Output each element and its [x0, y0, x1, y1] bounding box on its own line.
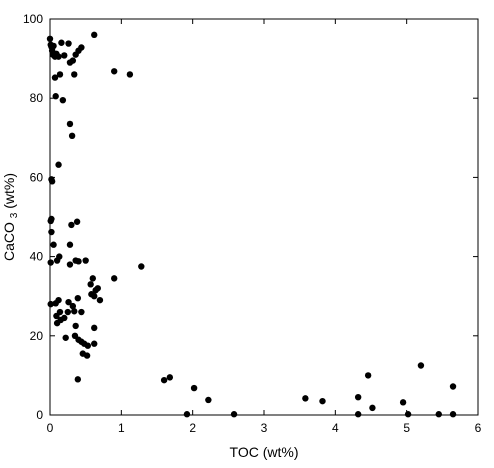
data-point	[78, 44, 85, 51]
data-point	[75, 258, 82, 265]
data-point	[230, 411, 238, 418]
data-point	[319, 397, 326, 405]
data-point	[354, 411, 362, 418]
data-point	[72, 322, 79, 330]
y-tick-label: 100	[23, 12, 43, 26]
y-tick-label: 20	[30, 329, 44, 343]
data-point	[183, 411, 191, 418]
data-point	[51, 74, 59, 81]
data-point	[364, 372, 372, 379]
x-axis-label: TOC (wt%)	[230, 444, 299, 460]
data-point	[55, 296, 62, 304]
y-tick-label: 40	[30, 250, 44, 264]
x-tick-label: 4	[332, 421, 339, 435]
data-point	[84, 342, 92, 349]
y-tick-label: 60	[30, 170, 44, 184]
x-tick-label: 1	[118, 421, 125, 435]
data-point	[69, 302, 77, 310]
data-point	[74, 294, 82, 302]
data-point	[56, 253, 63, 260]
data-point	[68, 132, 76, 140]
data-point	[91, 340, 98, 347]
plot-frame	[49, 18, 479, 416]
data-point	[55, 161, 62, 168]
data-point	[61, 52, 68, 59]
data-point	[59, 96, 67, 104]
data-point	[58, 39, 65, 46]
point-layer	[46, 31, 457, 418]
data-point	[354, 393, 362, 401]
data-point	[50, 42, 57, 50]
x-tick-label: 3	[261, 421, 268, 435]
data-point	[399, 399, 407, 406]
data-point	[61, 314, 68, 322]
data-point	[87, 281, 94, 288]
data-point	[166, 374, 174, 381]
data-point	[404, 411, 412, 418]
data-point	[65, 40, 72, 47]
data-point	[65, 298, 72, 306]
data-point	[449, 383, 457, 390]
data-point	[111, 275, 118, 282]
y-tick-label: 0	[36, 408, 43, 422]
data-point	[417, 362, 425, 369]
data-point	[96, 296, 104, 304]
data-point	[71, 308, 78, 315]
data-point	[47, 300, 54, 308]
data-point	[89, 275, 97, 282]
data-point	[48, 228, 55, 236]
data-point	[66, 241, 74, 248]
data-point	[71, 71, 78, 78]
data-point	[74, 376, 82, 383]
data-point	[56, 71, 64, 78]
data-point	[55, 53, 62, 60]
data-point	[73, 218, 81, 225]
y-tick-label: 80	[30, 91, 44, 105]
data-point	[205, 396, 212, 404]
data-point	[48, 215, 55, 223]
data-point	[83, 352, 91, 359]
data-point	[62, 334, 69, 341]
data-point	[91, 31, 98, 39]
data-point	[56, 308, 64, 316]
data-point	[302, 395, 309, 402]
x-tick-label: 6	[475, 421, 482, 435]
data-point	[66, 261, 74, 268]
data-point	[94, 285, 101, 292]
data-point	[48, 178, 56, 185]
data-point	[91, 293, 98, 300]
x-tick-label: 2	[189, 421, 196, 435]
data-point	[64, 308, 72, 316]
data-point	[82, 257, 89, 264]
data-point	[78, 308, 85, 316]
data-point	[50, 241, 57, 248]
data-point	[435, 411, 442, 418]
y-axis-label-prefix: CaCO	[1, 222, 17, 261]
data-point	[449, 411, 457, 418]
data-point	[111, 68, 118, 75]
data-point	[52, 93, 59, 100]
data-point	[160, 376, 168, 384]
data-point	[369, 404, 376, 412]
x-tick-label: 0	[47, 421, 54, 435]
data-point	[91, 324, 98, 332]
data-point	[126, 71, 134, 78]
x-tick-label: 5	[403, 421, 410, 435]
y-axis-label-suffix: (wt%)	[1, 173, 17, 209]
data-point	[190, 384, 198, 392]
data-point	[138, 263, 145, 270]
y-axis-label-subscript: 3	[9, 212, 20, 218]
data-point	[47, 259, 54, 266]
data-point	[66, 120, 74, 128]
y-axis-label: CaCO 3 (wt%)	[1, 173, 20, 261]
data-point	[69, 57, 77, 64]
data-point	[68, 221, 75, 229]
